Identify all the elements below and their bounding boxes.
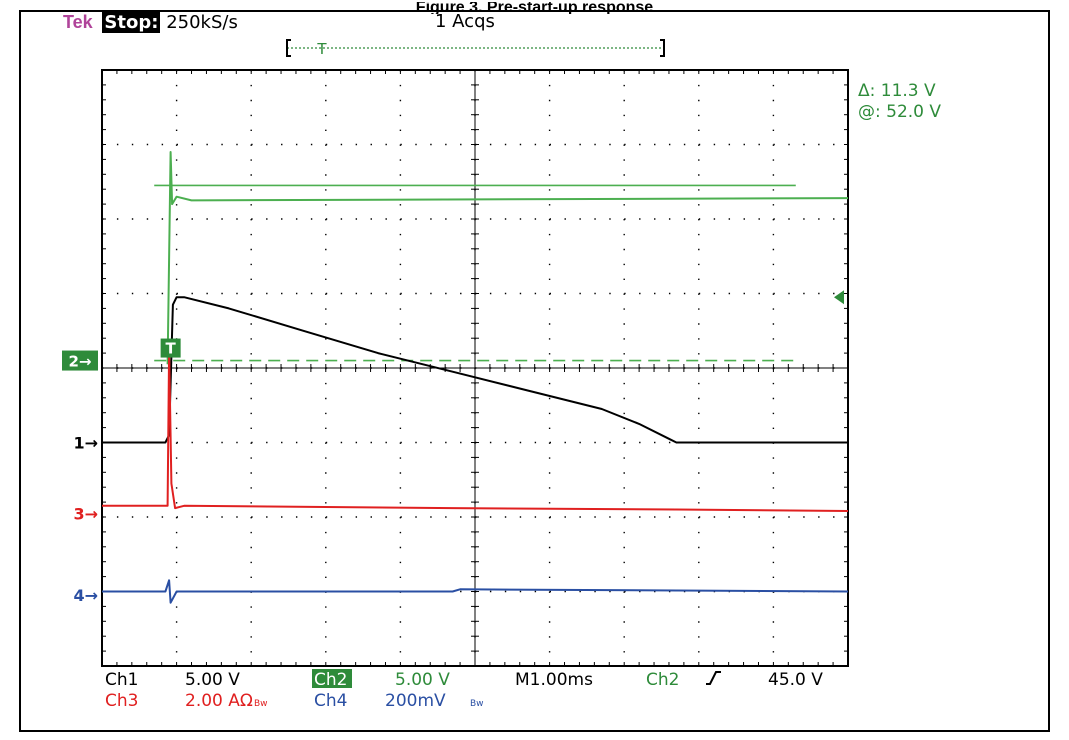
footer-row2-item: Bw [254, 699, 268, 709]
acquisition-count: 1 Acqs [435, 11, 495, 32]
bracket-left-icon [286, 39, 291, 57]
ch3-ground-marker: 3→ [73, 504, 98, 523]
waveform-traces [102, 151, 849, 604]
trigger-badge [160, 338, 181, 358]
cursor-delta-readout: Δ: 11.3 V [858, 81, 936, 101]
channel-markers: T 2→ 1→ 3→ 4→ T [62, 39, 844, 605]
trace-ch4 [102, 579, 849, 604]
footer-row1-item: M1.00ms [515, 670, 593, 690]
trace-ch1 [102, 296, 848, 444]
trigger-marker-label: T [166, 340, 177, 358]
figure-frame: Figure 3. Pre-start-up response [19, 2, 1050, 732]
ch2-ground-marker: 2→ [68, 353, 91, 371]
graticule [101, 69, 849, 667]
trigger-position-marker: T [316, 40, 327, 58]
cursor-at-readout: @: 52.0 V [858, 102, 941, 122]
footer-row2-item: 2.00 AΩ [185, 691, 253, 711]
footer-row1-item: Ch1 [105, 670, 138, 690]
footer-row1-item: Ch2 [646, 670, 679, 690]
ch2-marker-badge [62, 350, 98, 371]
footer-row2-item: Bw [470, 699, 484, 709]
trace-ch3 [102, 348, 849, 512]
header-bar: Tek Stop: 250kS/s [63, 11, 238, 34]
figure-title: Figure 3. Pre-start-up response [415, 2, 654, 14]
ch2-footer-highlight [312, 669, 352, 688]
footer-row1-item: 45.0 V [768, 670, 823, 690]
rising-edge-icon [706, 671, 721, 685]
footer-row2-item: Ch4 [314, 691, 347, 711]
sample-rate: 250kS/s [166, 12, 238, 33]
footer-row1-item: 5.00 V [395, 670, 450, 690]
trace-ch2 [166, 151, 849, 365]
cursor-lines [154, 184, 796, 362]
tek-brand: Tek [63, 12, 93, 32]
ch1-ground-marker: 1→ [73, 434, 98, 453]
scope-text: Δ: 11.3 V@: 52.0 V Ch1 5.00 V Ch2 5.00 V M1.0… [105, 81, 941, 711]
trigger-level-arrow-icon [834, 290, 844, 305]
footer-row2-item: 200mV [385, 691, 446, 711]
footer-row1-item: 5.00 V [185, 670, 240, 690]
bracket-right-icon [660, 39, 665, 57]
ch4-ground-marker: 4→ [73, 586, 98, 605]
footer-row1-item: Ch2 [314, 670, 347, 690]
footer-row2-item: Ch3 [105, 691, 138, 711]
run-state-badge: Stop: [102, 12, 161, 33]
